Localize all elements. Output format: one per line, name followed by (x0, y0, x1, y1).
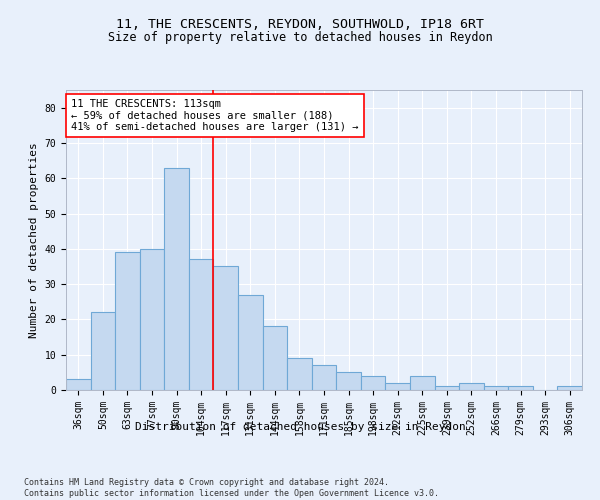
Bar (66, 380, 91, 390)
Bar (508, 386, 533, 390)
Bar (164, 168, 189, 390)
Bar (410, 376, 434, 390)
Bar (115, 252, 140, 390)
Bar (459, 383, 484, 390)
Bar (287, 358, 312, 390)
Bar (336, 372, 361, 390)
Text: Contains HM Land Registry data © Crown copyright and database right 2024.
Contai: Contains HM Land Registry data © Crown c… (24, 478, 439, 498)
Bar (238, 294, 263, 390)
Text: Size of property relative to detached houses in Reydon: Size of property relative to detached ho… (107, 31, 493, 44)
Text: 11 THE CRESCENTS: 113sqm
← 59% of detached houses are smaller (188)
41% of semi-: 11 THE CRESCENTS: 113sqm ← 59% of detach… (71, 99, 359, 132)
Bar (361, 376, 385, 390)
Bar (434, 386, 459, 390)
Text: 11, THE CRESCENTS, REYDON, SOUTHWOLD, IP18 6RT: 11, THE CRESCENTS, REYDON, SOUTHWOLD, IP… (116, 18, 484, 30)
Bar (214, 266, 238, 390)
Bar (140, 249, 164, 390)
Bar (385, 383, 410, 390)
Bar (91, 312, 115, 390)
Bar (312, 366, 336, 390)
Bar (484, 386, 508, 390)
Text: Distribution of detached houses by size in Reydon: Distribution of detached houses by size … (134, 422, 466, 432)
Bar (189, 260, 214, 390)
Bar (557, 386, 582, 390)
Bar (263, 326, 287, 390)
Y-axis label: Number of detached properties: Number of detached properties (29, 142, 39, 338)
